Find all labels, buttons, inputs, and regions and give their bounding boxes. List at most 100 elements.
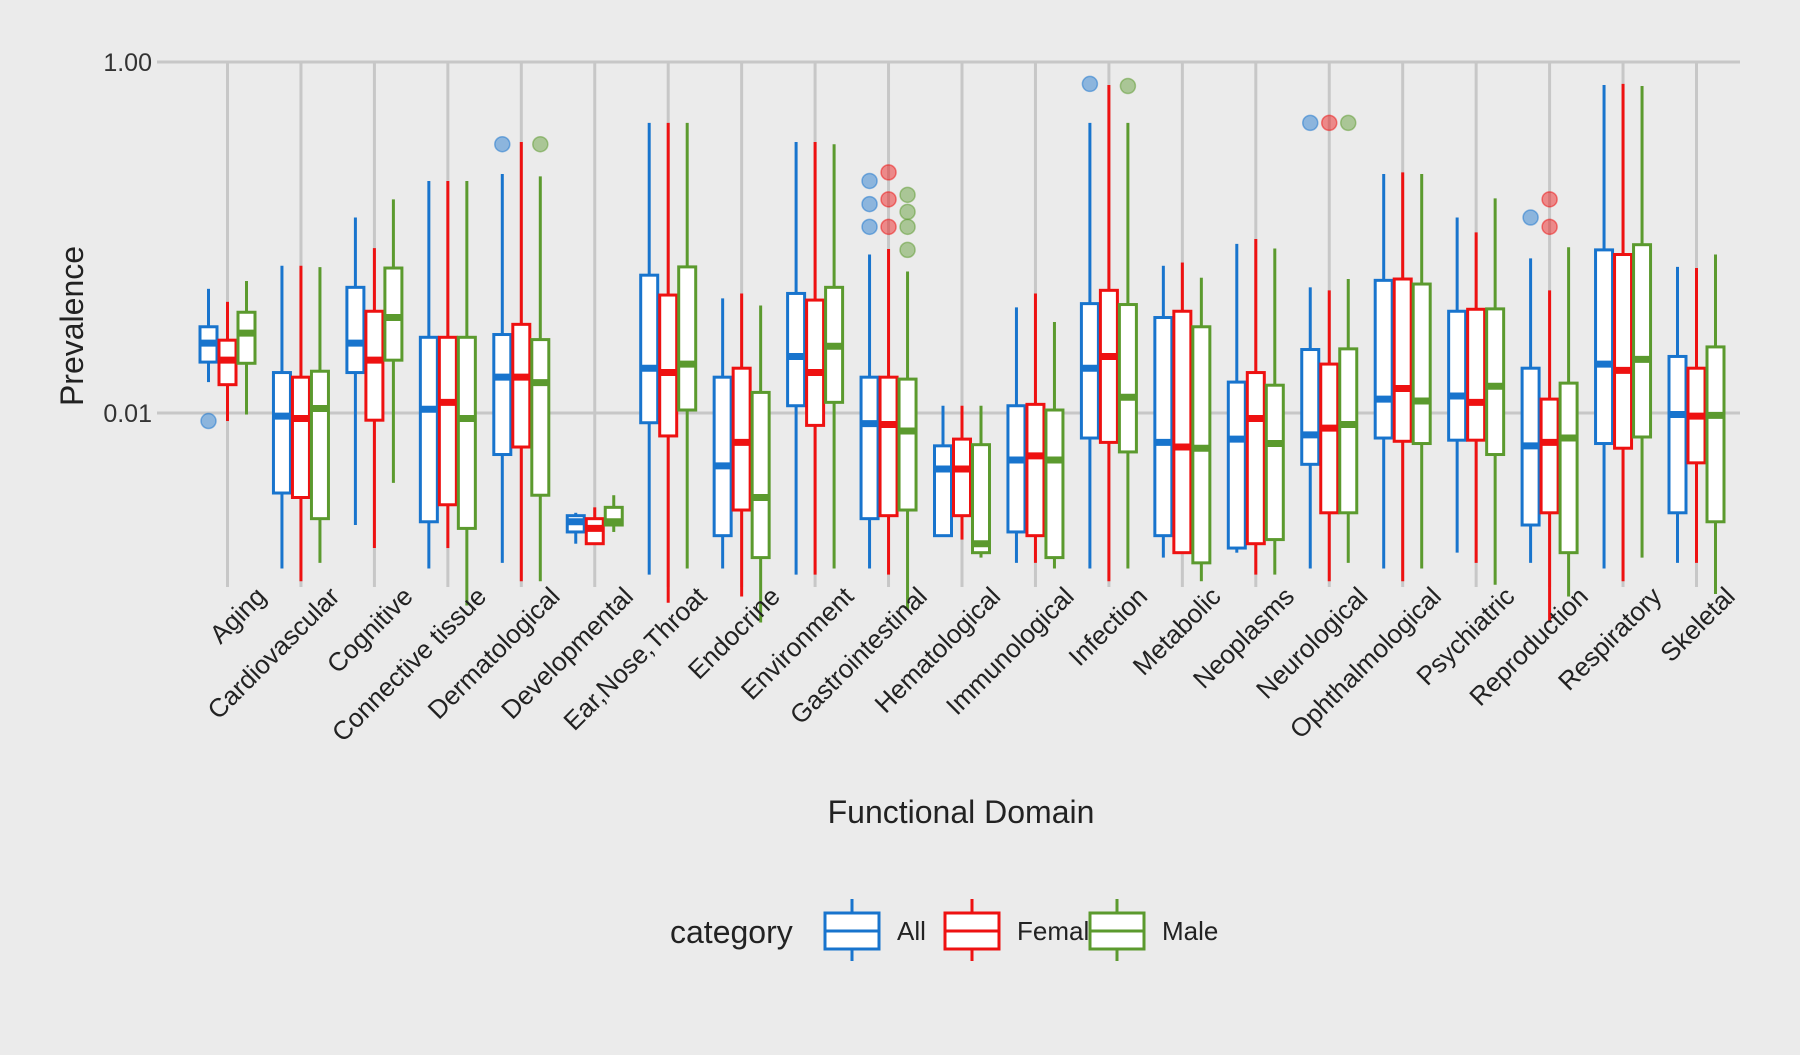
box-female [731, 293, 752, 597]
outlier-point [1541, 191, 1558, 208]
box-male [1338, 114, 1359, 563]
box-iqr [1117, 303, 1138, 454]
box-iqr [1172, 309, 1193, 555]
box-all [198, 288, 219, 430]
box-male [677, 122, 698, 569]
outlier-point [861, 218, 878, 236]
legend-item-male: Male [1088, 899, 1218, 961]
box-iqr [437, 335, 458, 507]
outlier-point [532, 135, 549, 153]
box-male [383, 199, 404, 483]
box-all [271, 265, 292, 569]
outlier-point [1541, 218, 1558, 236]
box-female [952, 405, 972, 540]
legend-item-all: All [823, 899, 926, 961]
box-male [1705, 254, 1726, 595]
box-iqr [1558, 381, 1579, 555]
box-iqr [1613, 253, 1634, 450]
box-iqr [712, 375, 733, 538]
outlier-point [899, 218, 916, 236]
box-iqr [1338, 347, 1359, 515]
box-iqr [418, 335, 439, 524]
box-female [217, 301, 238, 422]
box-all [859, 172, 880, 569]
box-all [786, 142, 807, 575]
box-iqr [1025, 402, 1046, 538]
box-female [1245, 239, 1266, 575]
box-female [1392, 172, 1413, 582]
box-iqr [1044, 408, 1065, 560]
legend-key [1088, 899, 1146, 961]
box-iqr [1373, 278, 1394, 440]
box-female [1319, 114, 1340, 582]
legend-label: All [897, 916, 926, 946]
outlier-point [861, 172, 878, 190]
box-iqr [1447, 309, 1468, 442]
box-all [492, 135, 513, 563]
box-iqr [456, 335, 477, 530]
box-all [418, 180, 439, 569]
box-male [309, 267, 330, 563]
outlier-point [880, 191, 897, 208]
box-all [1300, 114, 1321, 569]
outlier-point [899, 203, 916, 221]
box-iqr [786, 291, 807, 408]
box-female [1613, 83, 1634, 582]
box-female [584, 507, 605, 546]
box-all [565, 512, 586, 544]
box-male [1117, 77, 1138, 569]
box-iqr [511, 322, 532, 449]
box-iqr [933, 444, 953, 538]
box-iqr [1319, 362, 1340, 515]
box-iqr [1300, 348, 1321, 466]
box-male [456, 180, 477, 606]
box-iqr [492, 333, 513, 457]
box-iqr [1539, 397, 1560, 515]
outlier-point [880, 164, 897, 181]
box-female [1466, 232, 1487, 563]
box-iqr [897, 377, 918, 512]
x-axis-title: Functional Domain [828, 794, 1095, 830]
box-iqr [290, 375, 311, 500]
box-female [511, 142, 532, 582]
outlier-point [899, 186, 916, 204]
box-iqr [530, 338, 551, 497]
box-iqr [1466, 307, 1487, 442]
box-iqr [658, 293, 679, 438]
box-iqr [750, 390, 771, 560]
box-female [1172, 262, 1193, 555]
box-iqr [639, 273, 660, 425]
box-iqr [1705, 345, 1726, 524]
box-male [1264, 248, 1285, 575]
box-iqr [271, 371, 292, 495]
box-all [1373, 174, 1394, 569]
box-iqr [878, 375, 899, 518]
box-female [878, 164, 899, 575]
legend: category All Female Male [670, 899, 1218, 961]
legend-key [823, 899, 881, 961]
outlier-point [1522, 209, 1539, 226]
box-male [1485, 198, 1506, 585]
outlier-point [200, 412, 217, 430]
box-iqr [1485, 307, 1506, 457]
outlier-point [1119, 77, 1137, 95]
box-iqr [309, 369, 330, 521]
outlier-point [899, 241, 916, 259]
box-iqr [1632, 243, 1653, 439]
outlier-point [880, 218, 897, 236]
box-male [750, 305, 771, 623]
box-female [1539, 191, 1560, 622]
box-all [1079, 75, 1100, 569]
box-female [364, 248, 385, 549]
box-all [1006, 307, 1027, 563]
box-male [824, 144, 845, 569]
box-female [437, 180, 458, 549]
box-all [1667, 266, 1688, 563]
box-iqr [1153, 316, 1174, 538]
box-female [1686, 268, 1707, 563]
outlier-point [861, 195, 878, 213]
box-all [1447, 217, 1468, 553]
box-female [1025, 293, 1046, 563]
